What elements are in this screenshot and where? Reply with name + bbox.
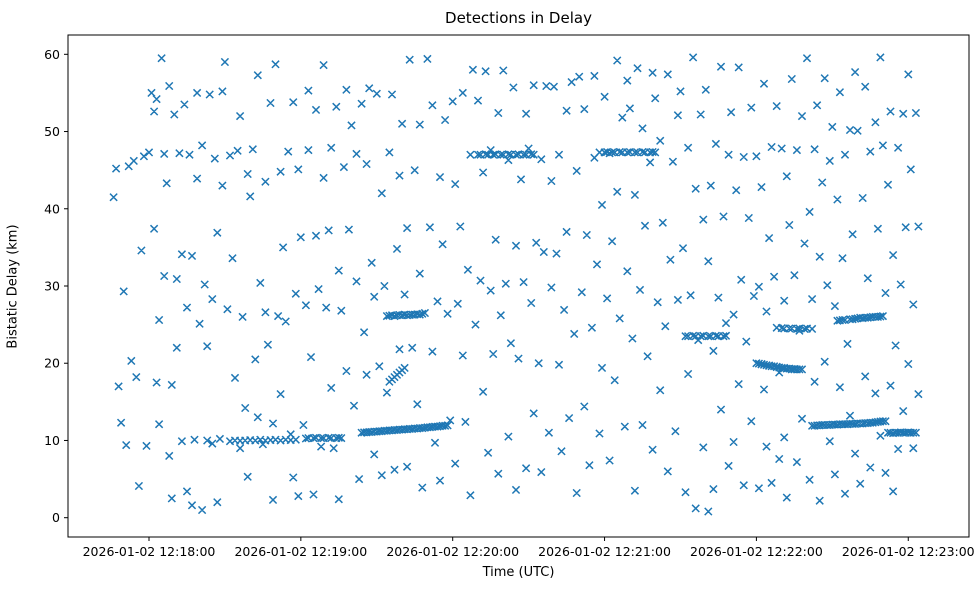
- y-tick-label: 0: [52, 510, 60, 525]
- y-tick-label: 40: [44, 201, 60, 216]
- y-tick-label: 30: [44, 279, 60, 294]
- chart-title: Detections in Delay: [445, 9, 592, 27]
- x-tick-label: 2026-01-02 12:23:00: [842, 544, 975, 559]
- x-tick-label: 2026-01-02 12:21:00: [538, 544, 671, 559]
- x-tick-label: 2026-01-02 12:20:00: [386, 544, 519, 559]
- x-axis-label: Time (UTC): [482, 565, 555, 580]
- y-tick-label: 20: [44, 356, 60, 371]
- scatter-points: [109, 53, 923, 516]
- y-tick-label: 60: [44, 47, 60, 62]
- y-tick-label: 10: [44, 433, 60, 448]
- x-tick-label: 2026-01-02 12:18:00: [83, 544, 216, 559]
- x-tick-label: 2026-01-02 12:22:00: [690, 544, 823, 559]
- y-tick-label: 50: [44, 124, 60, 139]
- x-tick-label: 2026-01-02 12:19:00: [234, 544, 367, 559]
